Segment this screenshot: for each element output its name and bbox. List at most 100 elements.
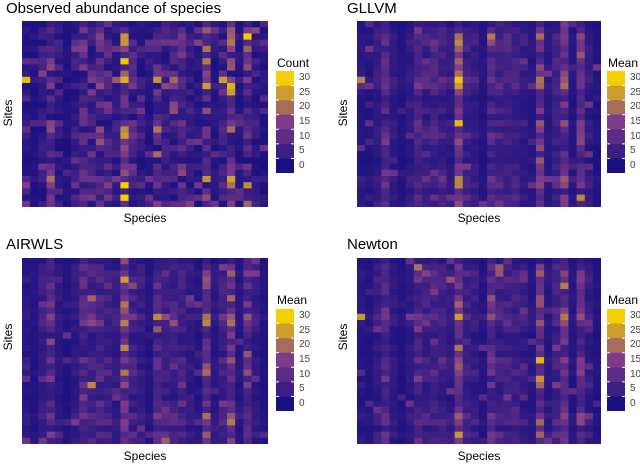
heat-cell [405, 21, 415, 28]
heat-cell [71, 58, 80, 65]
heat-cell [462, 282, 472, 290]
heat-cell [535, 400, 545, 408]
heat-cell [218, 289, 228, 296]
heat-cell [487, 437, 496, 444]
heat-cell [552, 163, 561, 171]
heat-cell [544, 313, 553, 321]
heat-cell [87, 169, 97, 177]
heat-cell [104, 425, 113, 432]
heat-cell [63, 157, 72, 164]
heat-cell [470, 369, 480, 377]
heat-cell [446, 307, 455, 315]
heat-cell [79, 163, 88, 171]
heat-cell [413, 64, 423, 71]
heat-cell [251, 332, 261, 339]
heat-cell [63, 163, 72, 171]
heat-cell [430, 39, 439, 47]
heat-cell [527, 344, 537, 352]
heat-cell [128, 157, 138, 164]
heat-cell [413, 126, 423, 133]
heat-cell [145, 169, 154, 177]
heat-cell [454, 264, 464, 271]
heat-cell [576, 282, 586, 290]
heat-cell [454, 388, 464, 395]
heat-cell [235, 264, 244, 271]
heat-cell [503, 406, 512, 414]
heat-cell [357, 431, 366, 439]
heat-cell [405, 52, 415, 59]
legend-swatch [276, 71, 294, 87]
heat-cell [592, 45, 601, 53]
heat-cell [397, 382, 407, 389]
heat-cell [63, 357, 72, 364]
heat-cell [511, 258, 521, 265]
heat-cell [535, 64, 545, 71]
heat-cell [462, 27, 472, 34]
heat-cell [186, 301, 195, 308]
heat-cell [153, 89, 162, 96]
heat-cell [413, 95, 423, 102]
heat-cell [544, 419, 553, 426]
heat-cell [495, 169, 504, 177]
heat-cell [186, 101, 195, 109]
heat-cell [381, 326, 390, 333]
heat-cell [79, 52, 88, 59]
heat-cell [405, 413, 415, 420]
heat-cell [79, 289, 88, 296]
heat-cell [54, 194, 64, 202]
heat-cell [487, 388, 496, 395]
heat-cell [568, 264, 577, 271]
heat-cell [169, 101, 179, 109]
heat-cell [527, 76, 537, 84]
heat-cell [153, 200, 162, 207]
heat-cell [438, 282, 447, 290]
heat-cell [381, 182, 390, 189]
heat-cell [145, 326, 154, 333]
heat-cell [592, 363, 601, 370]
heat-cell [438, 382, 447, 389]
heat-cell [30, 320, 39, 327]
heat-cell [527, 276, 537, 284]
heat-cell [438, 301, 447, 308]
heat-cell [422, 89, 431, 96]
heat-cell [552, 194, 561, 202]
heat-cell [552, 406, 561, 414]
heat-cell [470, 58, 480, 65]
heat-cell [145, 64, 154, 71]
heat-cell [22, 382, 31, 389]
heat-cell [527, 326, 537, 333]
heat-cell [112, 437, 121, 444]
heat-cell [592, 39, 601, 47]
heat-cell [136, 419, 146, 426]
legend-swatch [276, 129, 294, 145]
heat-cell [87, 320, 97, 327]
heat-cell [487, 194, 496, 202]
heat-cell [136, 145, 146, 152]
heat-cell [430, 307, 439, 315]
heat-cell [584, 289, 594, 296]
heat-cell [54, 326, 64, 333]
heat-cell [544, 338, 553, 346]
heat-cell [136, 431, 146, 439]
heat-cell [438, 344, 447, 352]
heat-cell [576, 70, 586, 78]
heat-cell [259, 126, 268, 133]
heat-cell [161, 126, 170, 133]
heat-cell [381, 194, 390, 202]
heat-cell [79, 326, 88, 333]
heat-cell [251, 338, 261, 346]
heat-cell [576, 419, 586, 426]
heat-cell [95, 258, 105, 265]
heat-cell [161, 21, 170, 28]
heat-cell [95, 120, 105, 127]
heat-cell [503, 33, 512, 40]
heat-cell [552, 320, 561, 327]
heat-cell [87, 52, 97, 59]
heat-cell [54, 357, 64, 364]
heat-cell [145, 101, 154, 109]
heat-cell [251, 326, 261, 333]
heat-cell [446, 301, 455, 308]
heat-cell [128, 270, 138, 277]
heat-cell [552, 301, 561, 308]
heat-cell [161, 437, 170, 444]
